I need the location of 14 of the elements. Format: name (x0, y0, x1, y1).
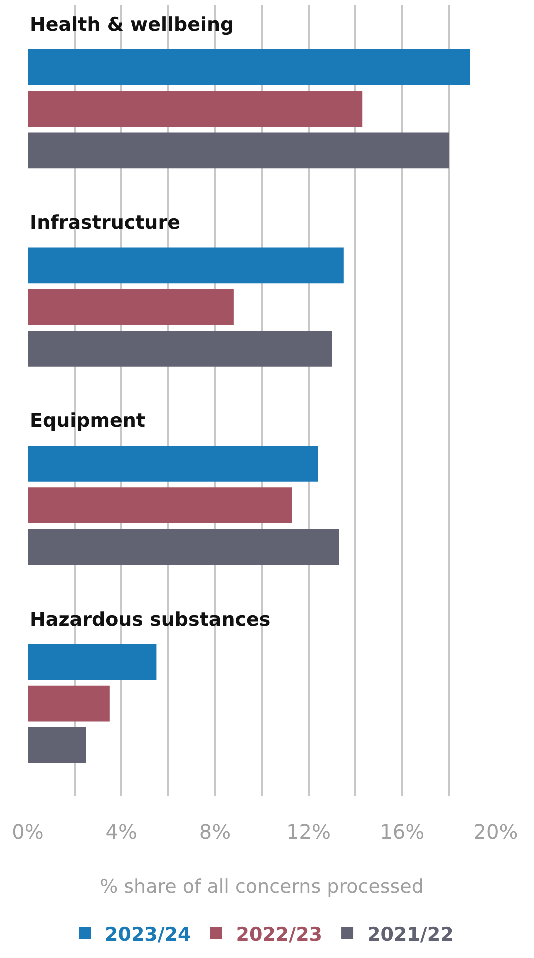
y-tick-label: Hazardous substances (30, 609, 271, 631)
x-axis-title: % share of all concerns processed (100, 876, 424, 898)
x-tick-label: 8% (199, 820, 232, 844)
y-tick-label: Health & wellbeing (30, 14, 234, 36)
x-tick-label: 16% (380, 820, 425, 844)
x-tick-label: 4% (106, 820, 138, 844)
legend-label: 2021/22 (368, 924, 454, 946)
y-tick-label: Equipment (30, 410, 146, 432)
x-tick-label: 20% (474, 820, 518, 844)
legend-label: 2022/23 (236, 924, 323, 946)
legend-label: 2023/24 (105, 924, 192, 946)
x-tick-label: 0% (12, 820, 44, 844)
y-tick-label: Infrastructure (30, 212, 180, 234)
x-tick-label: 12% (286, 820, 332, 844)
